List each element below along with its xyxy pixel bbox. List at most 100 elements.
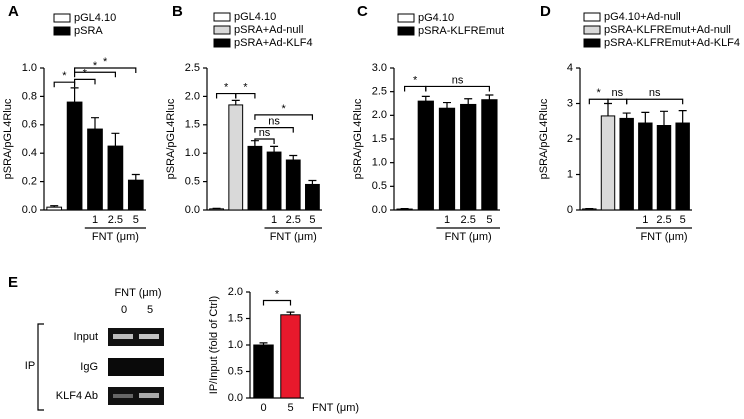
legend-swatch — [53, 26, 71, 36]
row-label: IgG — [80, 361, 98, 373]
error-bar — [660, 110, 668, 126]
bar — [481, 99, 498, 211]
panel-letter: C — [357, 3, 368, 20]
x-tick-label: 5 — [680, 214, 686, 226]
gel-band — [139, 393, 159, 398]
panel: C 0.0 0.5 1.0 1.5 2.0 2.5 3.0 pSRA/pGL4Rluc pG4.1… — [352, 3, 504, 243]
bar — [285, 159, 301, 211]
significance-bracket — [215, 92, 237, 99]
error-bar — [678, 110, 687, 124]
y-axis-label: pSRA/pGL4Rluc — [165, 98, 177, 179]
bar — [209, 208, 224, 211]
x-tick-label: 5 — [287, 402, 293, 414]
significance-label: ns — [452, 74, 464, 86]
legend-label: pSRA-KLFREmut+Ad-null — [604, 24, 731, 36]
y-tick-label: 1.0 — [185, 147, 200, 159]
error-bar — [485, 94, 494, 100]
error-bar — [231, 99, 240, 105]
y-tick-label: 0.0 — [372, 204, 387, 216]
legend-swatch — [397, 13, 415, 23]
error-bar — [641, 111, 650, 124]
bar — [417, 100, 434, 211]
y-tick-label: 0.0 — [22, 204, 37, 216]
significance-label: * — [103, 56, 108, 68]
significance-label: * — [62, 70, 67, 82]
legend-label: pG4.10+Ad-null — [604, 11, 681, 23]
error-bar — [259, 342, 268, 345]
legend-label: pG4.10 — [418, 12, 454, 24]
y-tick-label: 2 — [567, 133, 573, 145]
significance-label: * — [282, 103, 287, 115]
significance-bracket — [254, 127, 294, 133]
error-bar — [308, 179, 317, 185]
bar — [228, 104, 244, 211]
legend-swatch — [213, 12, 231, 22]
significance-label: ns — [649, 87, 661, 99]
significance-label: * — [413, 74, 418, 86]
gel-strip — [108, 358, 164, 376]
y-tick-label: 0.6 — [22, 119, 37, 131]
bar — [127, 179, 144, 211]
panel: E 0.0 0.5 1.0 1.5 2.0 IP/Input (fold of Ctrl) 0… — [8, 274, 359, 414]
y-tick-label: 0.2 — [22, 176, 37, 188]
error-bar — [464, 98, 473, 105]
x-tick-label: 2.5 — [286, 214, 301, 226]
bar — [247, 145, 263, 211]
y-tick-label: 1.5 — [185, 119, 200, 131]
y-tick-label: 0.5 — [185, 176, 200, 188]
error-bar — [604, 102, 612, 116]
error-bar — [289, 154, 298, 161]
y-tick-label: 2.5 — [185, 62, 200, 74]
error-bar — [421, 95, 430, 102]
x-axis-label: FNT (μm) — [445, 231, 492, 243]
x-axis-label: FNT (μm) — [270, 231, 317, 243]
significance-bracket — [74, 67, 137, 73]
y-tick-label: 1.5 — [372, 133, 387, 145]
significance-bracket — [53, 81, 76, 88]
gel-panel: FNT (μm) 0 5 Input IgG KLF4 Ab IP — [25, 287, 164, 411]
legend-swatch — [583, 25, 601, 35]
x-tick-label: 1 — [444, 214, 450, 226]
y-tick-label: 0.5 — [372, 180, 387, 192]
y-tick-label: 2.0 — [372, 109, 387, 121]
x-tick-label: 5 — [486, 214, 492, 226]
lane-label: 5 — [147, 304, 153, 316]
bar — [460, 103, 477, 211]
bar — [266, 151, 282, 211]
panel: B0.00.51.01.52.02.5pSRA/pGL4RlucpGL4.10p… — [165, 3, 322, 243]
y-tick-label: 1.0 — [22, 62, 37, 74]
legend-swatch — [53, 13, 71, 23]
significance-label: * — [224, 81, 229, 93]
error-bar — [131, 173, 140, 181]
gel-header: FNT (μm) — [114, 287, 161, 299]
y-tick-label: 1.0 — [372, 157, 387, 169]
y-tick-label: 2.5 — [372, 86, 387, 98]
significance-bracket — [254, 114, 314, 120]
x-tick-label: 1 — [642, 214, 648, 226]
panel-letter: E — [8, 274, 18, 291]
legend-swatch — [213, 38, 231, 48]
panel-letter: D — [540, 3, 551, 20]
error-bar — [91, 117, 99, 130]
row-label: KLF4 Ab — [56, 390, 98, 402]
x-tick-label: 2.5 — [108, 214, 123, 226]
significance-bracket — [262, 299, 292, 306]
x-tick-label: 2.5 — [656, 214, 671, 226]
y-axis-label: pSRA/pGL4Rluc — [2, 98, 14, 179]
group-bracket — [37, 323, 44, 411]
x-tick-label: 5 — [309, 214, 315, 226]
row-label: Input — [74, 331, 98, 343]
x-tick-label: 0 — [260, 402, 266, 414]
significance-label: * — [597, 87, 602, 99]
bar — [638, 122, 653, 211]
panel: D01234pSRA/pGL4RlucpG4.10+Ad-nullpSRA-KL… — [538, 3, 740, 243]
significance-label: * — [93, 60, 98, 72]
y-tick-label: 0.0 — [228, 392, 243, 404]
legend-label: pSRA-KLFREmut — [418, 25, 504, 37]
significance-bracket — [254, 138, 275, 144]
panel-letter: A — [8, 3, 19, 20]
bar — [46, 206, 63, 211]
error-bar — [70, 87, 79, 103]
legend-label: pSRA — [74, 25, 103, 37]
